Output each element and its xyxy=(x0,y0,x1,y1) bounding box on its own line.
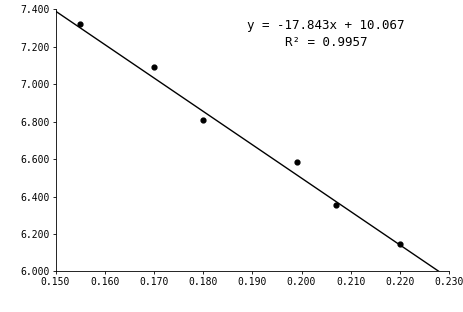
Point xyxy=(150,65,157,70)
Point xyxy=(76,22,84,27)
Text: y = -17.843x + 10.067
R² = 0.9957: y = -17.843x + 10.067 R² = 0.9957 xyxy=(247,19,405,49)
Point xyxy=(200,117,207,122)
Point xyxy=(293,159,300,164)
Point xyxy=(396,242,404,247)
Point xyxy=(332,202,340,207)
